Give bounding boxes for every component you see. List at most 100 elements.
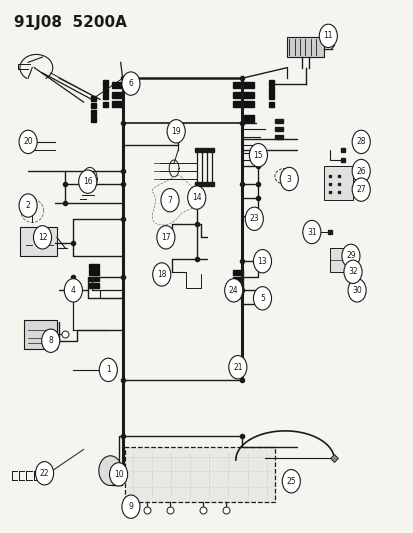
Bar xyxy=(268,87,273,93)
Circle shape xyxy=(249,143,267,167)
Bar xyxy=(103,102,108,108)
Bar xyxy=(112,101,122,108)
Circle shape xyxy=(302,220,320,244)
Circle shape xyxy=(318,24,337,47)
Bar xyxy=(243,115,253,122)
Bar xyxy=(237,270,242,275)
Circle shape xyxy=(187,186,205,209)
Text: 15: 15 xyxy=(253,151,263,160)
Circle shape xyxy=(161,189,178,212)
Circle shape xyxy=(36,462,54,485)
Text: 12: 12 xyxy=(38,233,47,242)
Bar xyxy=(330,248,352,272)
Text: 24: 24 xyxy=(228,286,238,295)
Bar xyxy=(103,80,108,86)
Circle shape xyxy=(99,358,117,382)
Bar xyxy=(233,101,243,108)
Text: 9: 9 xyxy=(128,502,133,511)
Circle shape xyxy=(347,279,365,302)
Bar xyxy=(89,270,94,275)
Text: 13: 13 xyxy=(257,257,267,265)
Text: 4: 4 xyxy=(71,286,76,295)
Circle shape xyxy=(244,207,263,230)
Text: 11: 11 xyxy=(323,31,332,41)
Bar xyxy=(287,37,323,57)
Circle shape xyxy=(152,263,171,286)
Circle shape xyxy=(121,495,140,519)
Text: 1: 1 xyxy=(106,366,110,374)
Circle shape xyxy=(99,456,121,486)
Text: 20: 20 xyxy=(23,138,33,147)
Circle shape xyxy=(253,287,271,310)
Bar xyxy=(103,87,108,93)
Text: 91J08  5200A: 91J08 5200A xyxy=(14,14,126,30)
Text: 23: 23 xyxy=(249,214,259,223)
Text: 26: 26 xyxy=(356,166,365,175)
Bar xyxy=(233,92,243,98)
Text: 8: 8 xyxy=(48,336,53,345)
Bar xyxy=(94,264,99,269)
Circle shape xyxy=(343,260,361,284)
Bar xyxy=(233,277,237,281)
Bar xyxy=(20,227,57,256)
Text: 21: 21 xyxy=(233,363,242,372)
Text: 3: 3 xyxy=(286,174,291,183)
Bar xyxy=(94,283,99,288)
Circle shape xyxy=(157,225,175,249)
Bar xyxy=(268,80,273,86)
Text: 16: 16 xyxy=(83,177,93,186)
Circle shape xyxy=(282,470,299,493)
Bar xyxy=(91,116,96,122)
Circle shape xyxy=(33,225,52,249)
Bar xyxy=(233,289,237,294)
Bar xyxy=(243,92,253,98)
Bar xyxy=(91,110,96,115)
Circle shape xyxy=(19,194,37,217)
Bar xyxy=(94,270,99,275)
Circle shape xyxy=(78,170,97,193)
Text: 31: 31 xyxy=(306,228,316,237)
Bar xyxy=(94,277,99,281)
Text: 18: 18 xyxy=(157,270,166,279)
Bar xyxy=(243,101,253,108)
Circle shape xyxy=(224,279,242,302)
Bar xyxy=(237,283,242,288)
Text: 27: 27 xyxy=(356,185,365,194)
Circle shape xyxy=(351,159,369,183)
Bar xyxy=(243,82,253,88)
Circle shape xyxy=(228,356,246,379)
Bar xyxy=(91,96,96,101)
Text: 6: 6 xyxy=(128,79,133,88)
Bar xyxy=(89,283,94,288)
Bar xyxy=(124,447,274,503)
Bar xyxy=(323,166,352,200)
Circle shape xyxy=(64,279,82,302)
Bar xyxy=(116,468,121,473)
Bar xyxy=(89,264,94,269)
Circle shape xyxy=(42,329,59,352)
Text: 14: 14 xyxy=(192,193,201,202)
Bar xyxy=(233,283,237,288)
Bar xyxy=(233,270,237,275)
Bar xyxy=(237,289,242,294)
Bar xyxy=(103,94,108,100)
Text: 7: 7 xyxy=(167,196,172,205)
Bar xyxy=(237,277,242,281)
Bar xyxy=(112,481,116,486)
Bar xyxy=(112,82,122,88)
Text: 22: 22 xyxy=(40,469,49,478)
Text: 32: 32 xyxy=(347,268,357,276)
Text: 25: 25 xyxy=(286,477,295,486)
Circle shape xyxy=(280,167,298,191)
Text: 17: 17 xyxy=(161,233,170,242)
Circle shape xyxy=(121,72,140,95)
Bar xyxy=(24,319,57,349)
Circle shape xyxy=(341,244,359,268)
Circle shape xyxy=(19,130,37,154)
Circle shape xyxy=(253,249,271,273)
Bar xyxy=(116,481,121,486)
Circle shape xyxy=(351,130,369,154)
Bar xyxy=(91,103,96,108)
Circle shape xyxy=(109,463,127,486)
Circle shape xyxy=(167,119,185,143)
